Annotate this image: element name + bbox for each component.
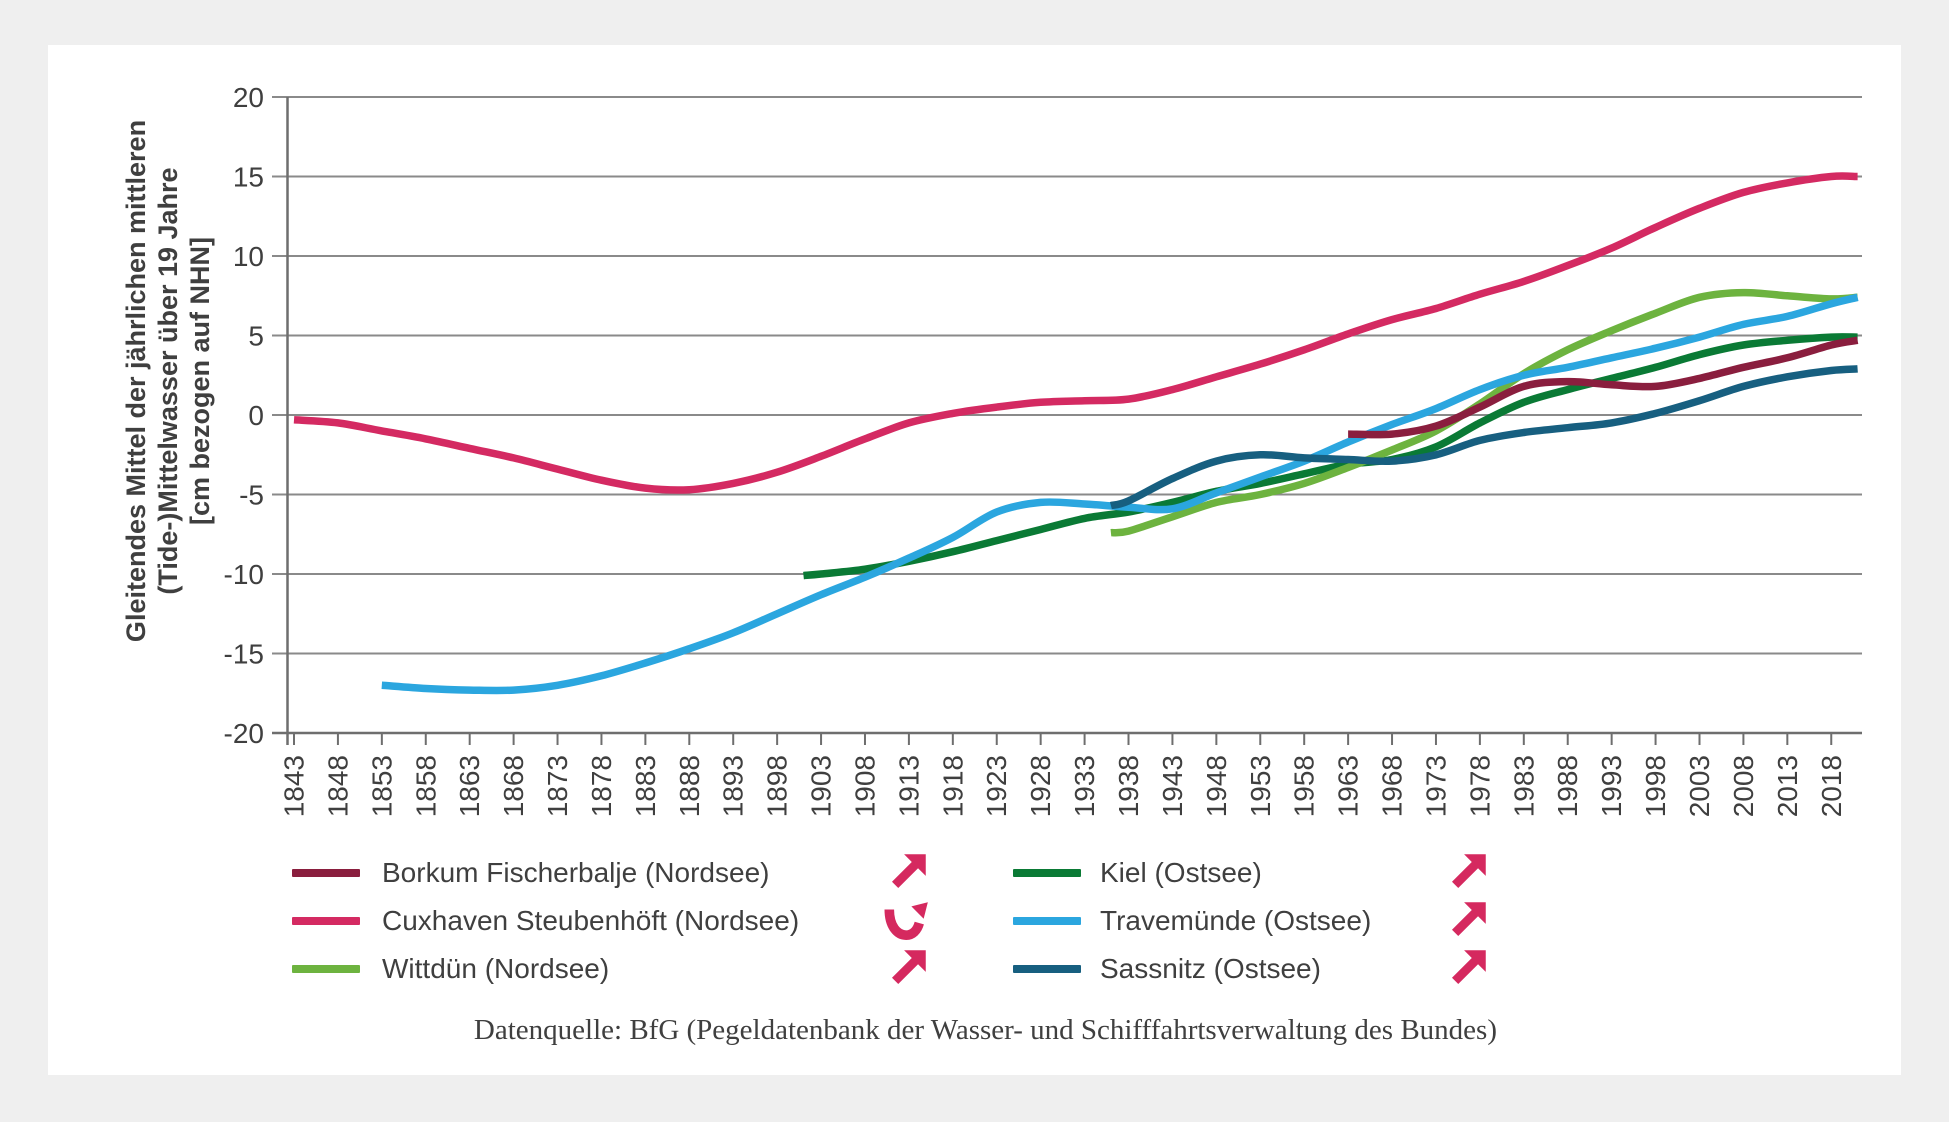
x-tick-label: 1888: [674, 755, 705, 817]
x-tick-label: 2003: [1684, 755, 1715, 817]
x-tick-label: 1983: [1508, 755, 1539, 817]
legend-trend-arrow: [882, 848, 932, 898]
y-tick-label: 0: [248, 400, 264, 431]
y-tick-label: 10: [233, 241, 264, 272]
x-tick-label: 1883: [630, 755, 661, 817]
legend-swatch: [292, 917, 360, 925]
chart-panel: Gleitendes Mittel der jährlichen mittler…: [48, 45, 1901, 1075]
source-note: Datenquelle: BfG (Pegeldatenbank der Was…: [473, 1014, 1497, 1046]
legend-trend-arrow: [1442, 944, 1492, 994]
x-tick-label: 1958: [1289, 755, 1320, 817]
legend-trend-arrow: [1442, 896, 1492, 946]
x-tick-label: 1873: [542, 755, 573, 817]
series-line-wittd-n-nordsee: [1110, 288, 1858, 537]
x-tick-label: 1918: [937, 755, 968, 817]
legend-trend-arrow: [1442, 848, 1492, 898]
y-tick-label: -15: [224, 639, 264, 670]
legend-label: Travemünde (Ostsee): [1100, 905, 1372, 936]
x-tick-label: 1923: [981, 755, 1012, 817]
legend-swatch: [292, 869, 360, 877]
x-tick-label: 1843: [279, 755, 310, 817]
series-line-cuxhaven-steubenh-ft-nordsee: [293, 172, 1858, 494]
legend-swatch: [1013, 965, 1081, 973]
x-tick-label: 1853: [366, 755, 397, 817]
x-tick-label: 1948: [1201, 755, 1232, 817]
legend-label: Borkum Fischerbalje (Nordsee): [382, 857, 770, 888]
x-tick-label: 1863: [454, 755, 485, 817]
x-tick-label: 1998: [1640, 755, 1671, 817]
x-tick-label: 1848: [322, 755, 353, 817]
trend-up-arrow-icon: [1452, 902, 1486, 936]
y-tick-label: 5: [248, 321, 264, 352]
x-tick-label: 1943: [1157, 755, 1188, 817]
x-tick-label: 1968: [1377, 755, 1408, 817]
x-tick-label: 1928: [1025, 755, 1056, 817]
y-tick-label: 20: [233, 82, 264, 113]
series-line-borkum-fischerbalje-nordsee: [1348, 336, 1859, 439]
trend-up-arrow-icon: [1452, 854, 1486, 888]
x-tick-label: 2018: [1816, 755, 1847, 817]
trend-up-arrow-icon: [892, 854, 926, 888]
y-tick-label: -5: [239, 480, 264, 511]
x-tick-label: 1898: [762, 755, 793, 817]
x-tick-label: 1893: [718, 755, 749, 817]
trend-up-arrow-icon: [892, 950, 926, 984]
x-tick-label: 2013: [1772, 755, 1803, 817]
legend-swatch: [292, 965, 360, 973]
trend-up-arrow-icon: [1452, 950, 1486, 984]
x-tick-label: 2008: [1728, 755, 1759, 817]
x-tick-label: 1903: [806, 755, 837, 817]
x-tick-label: 1973: [1420, 755, 1451, 817]
x-tick-label: 1858: [410, 755, 441, 817]
legend-swatch: [1013, 869, 1081, 877]
x-tick-label: 1988: [1552, 755, 1583, 817]
x-tick-label: 1913: [893, 755, 924, 817]
y-tick-label: -10: [224, 559, 264, 590]
y-tick-label: -20: [224, 718, 264, 749]
trend-reversal-up-arrow-icon: [884, 902, 928, 940]
x-tick-label: 1963: [1333, 755, 1364, 817]
legend-label: Sassnitz (Ostsee): [1100, 953, 1321, 984]
x-tick-label: 1978: [1464, 755, 1495, 817]
x-tick-label: 1908: [849, 755, 880, 817]
x-tick-label: 1878: [586, 755, 617, 817]
y-tick-label: 15: [233, 162, 264, 193]
legend-trend-arrow: [882, 896, 932, 946]
series-line-sassnitz-ostsee: [1109, 365, 1858, 510]
series-line-kiel-ostsee: [803, 333, 1858, 580]
legend-swatch: [1013, 917, 1081, 925]
x-tick-label: 1993: [1596, 755, 1627, 817]
legend-trend-arrow: [882, 944, 932, 994]
x-tick-label: 1953: [1245, 755, 1276, 817]
legend-label: Cuxhaven Steubenhöft (Nordsee): [382, 905, 800, 936]
legend-label: Wittdün (Nordsee): [382, 953, 610, 984]
series-line-travem-nde-ostsee: [381, 293, 1859, 695]
x-tick-label: 1933: [1069, 755, 1100, 817]
legend-label: Kiel (Ostsee): [1100, 857, 1262, 888]
x-tick-label: 1868: [498, 755, 529, 817]
x-tick-label: 1938: [1113, 755, 1144, 817]
